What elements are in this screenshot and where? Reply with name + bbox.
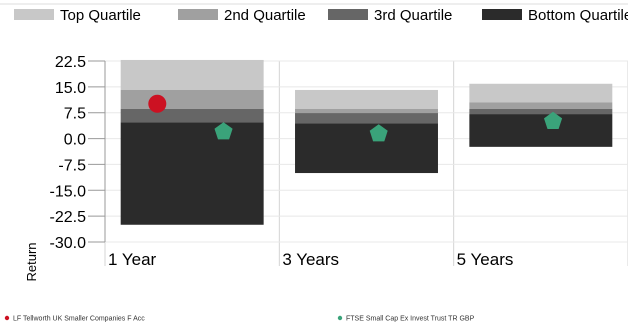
bar-3-1 bbox=[120, 108, 264, 123]
bar-1-3 bbox=[469, 83, 613, 103]
x-axis-ticks: 1 Year 3 Years 5 Years bbox=[108, 250, 513, 269]
marker-index-1 bbox=[214, 122, 233, 140]
series-legend-label-1: LF Tellworth UK Smaller Companies F Acc bbox=[13, 316, 145, 323]
bar-4-3 bbox=[469, 114, 613, 147]
y-tick-label: 15.0 bbox=[55, 80, 86, 97]
series-legend-label-2: FTSE Small Cap Ex Invest Trust TR GBP bbox=[346, 316, 475, 323]
marker-index-2 bbox=[369, 124, 388, 142]
x-tick-label: 1 Year bbox=[108, 250, 157, 269]
legend-label-4: Bottom Quartile bbox=[528, 7, 628, 24]
y-tick-label: 22.5 bbox=[55, 54, 86, 71]
legend-swatch-1 bbox=[14, 9, 54, 20]
y-tick-label: -22.5 bbox=[50, 209, 87, 226]
series-legend-dot-2 bbox=[337, 315, 343, 321]
legend-label-1: Top Quartile bbox=[60, 7, 141, 24]
legend-swatch-3 bbox=[328, 9, 368, 20]
legend-label-3: 3rd Quartile bbox=[374, 7, 452, 24]
series-legend-dot-1 bbox=[4, 315, 10, 321]
series-legend: LF Tellworth UK Smaller Companies F Acc F… bbox=[4, 315, 475, 323]
marker-index-3 bbox=[544, 111, 563, 129]
bar-4-1 bbox=[120, 122, 264, 225]
bar-4-2 bbox=[295, 123, 438, 174]
bar-3-3 bbox=[469, 108, 613, 115]
legend-label-2: 2nd Quartile bbox=[224, 7, 306, 24]
marker-fund-1 bbox=[148, 94, 167, 113]
series-markers bbox=[148, 94, 563, 142]
bar-2-1 bbox=[120, 89, 264, 109]
y-tick-label: -15.0 bbox=[50, 183, 87, 200]
x-tick-label: 3 Years bbox=[282, 250, 339, 269]
quartile-legend: Top Quartile 2nd Quartile 3rd Quartile Bott… bbox=[0, 3, 628, 24]
y-tick-label: -7.5 bbox=[58, 157, 86, 174]
bar-2-2 bbox=[295, 108, 438, 114]
bar-2-3 bbox=[469, 102, 613, 109]
x-tick-label: 5 Years bbox=[457, 250, 514, 269]
legend-swatch-4 bbox=[482, 9, 522, 20]
bar-1-2 bbox=[295, 89, 438, 109]
y-tick-label: -30.0 bbox=[50, 235, 87, 252]
legend-swatch-2 bbox=[178, 9, 218, 20]
bar-1-1 bbox=[120, 59, 264, 90]
y-tick-label: 0.0 bbox=[64, 132, 86, 149]
bar-3-2 bbox=[295, 113, 438, 124]
y-tick-label: 7.5 bbox=[64, 106, 86, 123]
y-axis-label: Return bbox=[24, 242, 39, 281]
y-axis-ticks: 22.5 15.0 7.5 0.0 -7.5 -15.0 -22.5 -30.0 bbox=[50, 54, 106, 252]
quartile-bars bbox=[120, 59, 613, 225]
